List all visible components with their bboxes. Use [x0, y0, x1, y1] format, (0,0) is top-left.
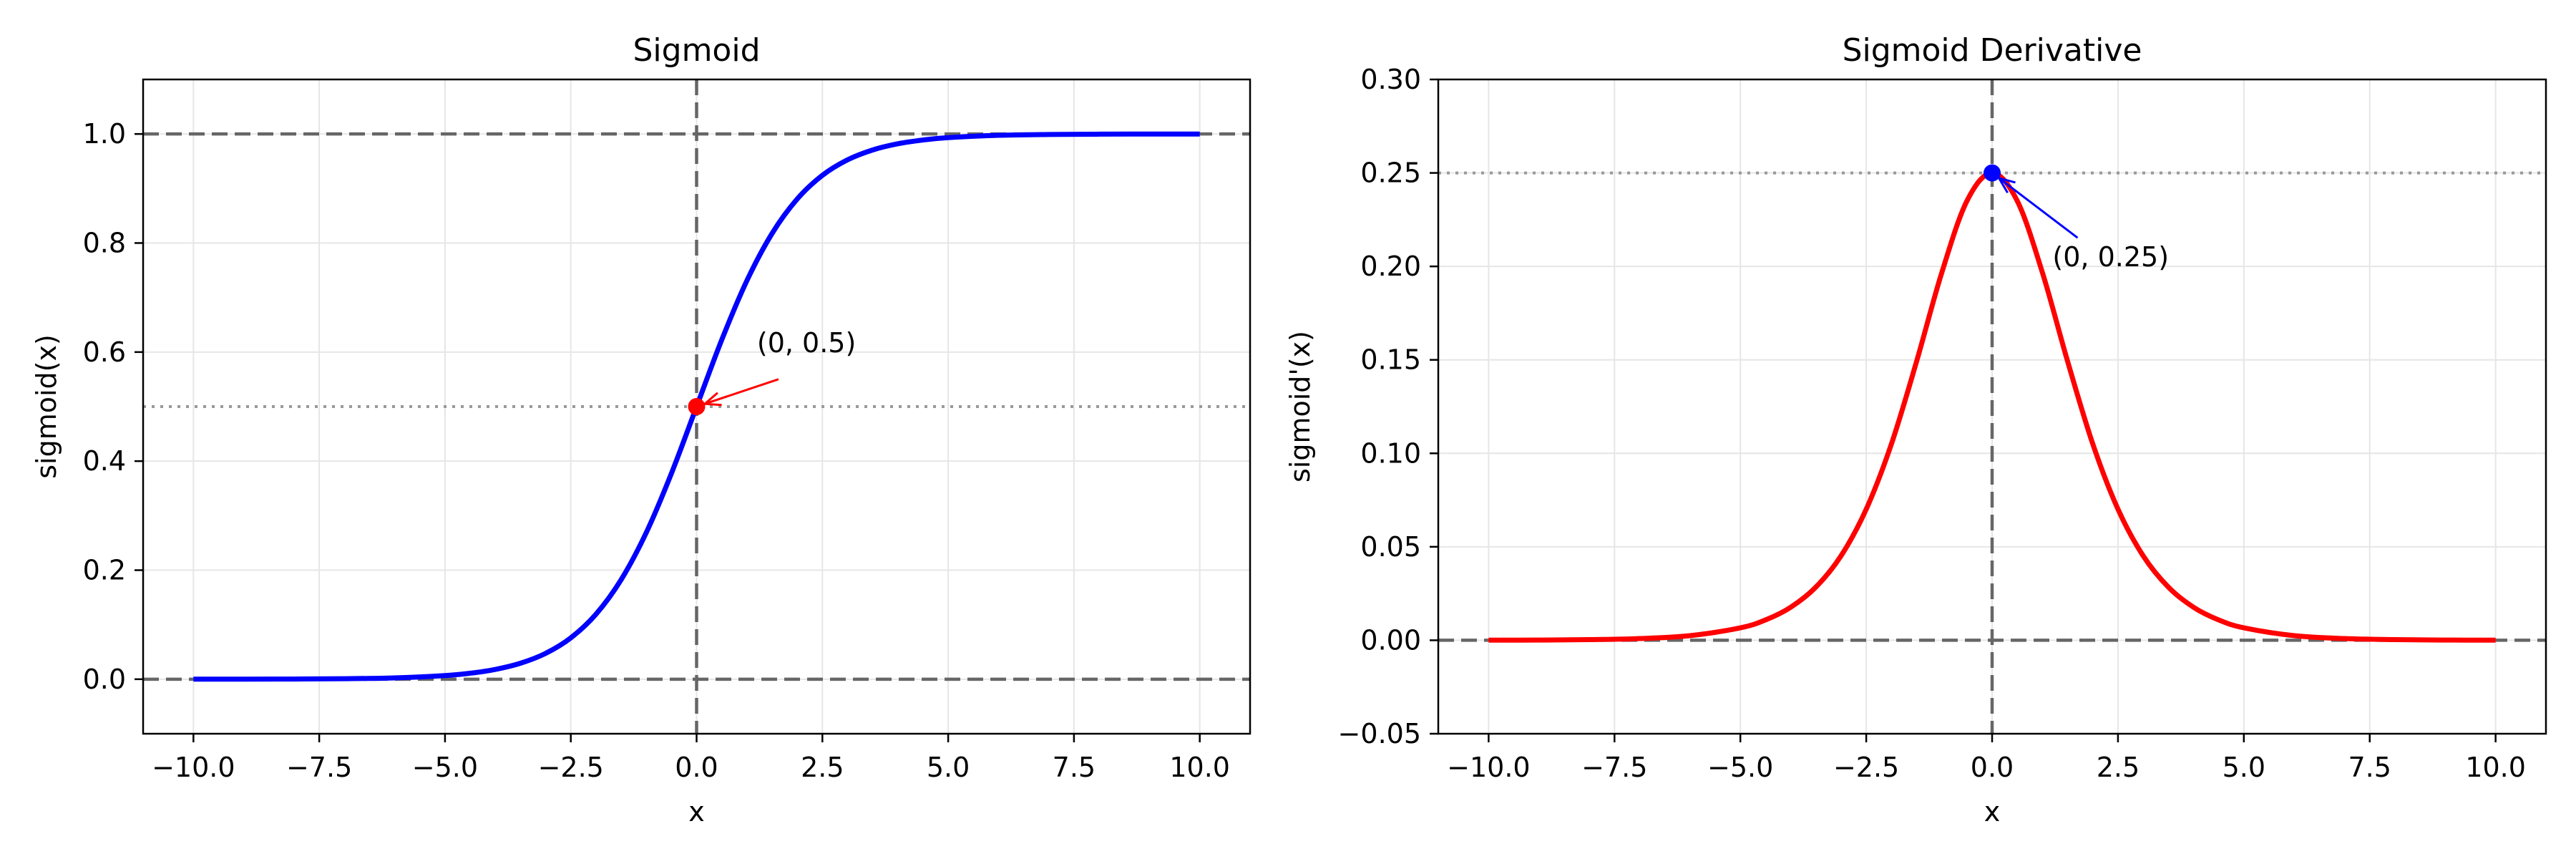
y-tick-label: 1.0 — [83, 118, 126, 150]
y-tick-label: 0.15 — [1360, 344, 1421, 376]
highlight-point — [688, 398, 706, 415]
x-tick-label: −10.0 — [1447, 752, 1530, 783]
x-tick-label: −2.5 — [1833, 752, 1899, 783]
y-tick-label: 0.4 — [83, 445, 126, 477]
highlight-point — [1984, 164, 2001, 182]
chart-title: Sigmoid Derivative — [1843, 32, 2142, 69]
x-tick-label: 10.0 — [1169, 752, 1230, 783]
x-tick-label: −2.5 — [538, 752, 604, 783]
y-tick-label: 0.10 — [1360, 437, 1421, 469]
sigmoid-panel: (0, 0.5) −10.0 −7.5 −5.0 −2.5 0.0 2.5 5.0 7.5 10.… — [31, 32, 1252, 828]
annotation-label: (0, 0.5) — [757, 327, 856, 359]
x-axis-label: x — [688, 796, 705, 828]
x-tick-label: 7.5 — [1053, 752, 1096, 783]
x-tick-label: 5.0 — [927, 752, 970, 783]
y-tick-label: 0.8 — [83, 228, 126, 259]
x-tick-label: 2.5 — [2097, 752, 2140, 783]
y-axis-label: sigmoid'(x) — [1284, 331, 1316, 482]
y-tick-label: −0.05 — [1338, 718, 1421, 749]
y-tick-label: 0.0 — [83, 664, 126, 695]
x-tick-label: −7.5 — [1581, 752, 1647, 783]
y-tick-label: 0.2 — [83, 555, 126, 586]
x-tick-label: 0.0 — [1971, 752, 2014, 783]
x-tick-label: 5.0 — [2223, 752, 2265, 783]
y-tick-label: 0.30 — [1360, 64, 1421, 95]
annotation-arrow — [702, 378, 779, 407]
annotation-label: (0, 0.25) — [2052, 241, 2169, 273]
x-tick-label: 10.0 — [2465, 752, 2526, 783]
x-tick-label: 2.5 — [801, 752, 844, 783]
sigmoid-derivative-panel: (0, 0.25) −10.0 −7.5 −5.0 −2.5 0.0 2.5 5.0 7.5 10… — [1284, 32, 2547, 828]
x-tick-label: 7.5 — [2348, 752, 2391, 783]
x-tick-label: −7.5 — [286, 752, 352, 783]
x-tick-label: −5.0 — [1707, 752, 1773, 783]
x-tick-label: 0.0 — [675, 752, 718, 783]
y-tick-label: 0.20 — [1360, 251, 1421, 282]
x-tick-label: −10.0 — [152, 752, 235, 783]
y-axis-label: sigmoid(x) — [31, 334, 62, 479]
annotation-arrow — [1996, 176, 2079, 239]
x-axis-label: x — [1984, 796, 2001, 828]
chart-title: Sigmoid — [633, 32, 760, 69]
y-tick-label: 0.25 — [1360, 157, 1421, 189]
y-tick-label: 0.6 — [83, 336, 126, 368]
x-tick-label: −5.0 — [412, 752, 478, 783]
y-tick-label: 0.00 — [1360, 624, 1421, 656]
y-tick-label: 0.05 — [1360, 531, 1421, 563]
